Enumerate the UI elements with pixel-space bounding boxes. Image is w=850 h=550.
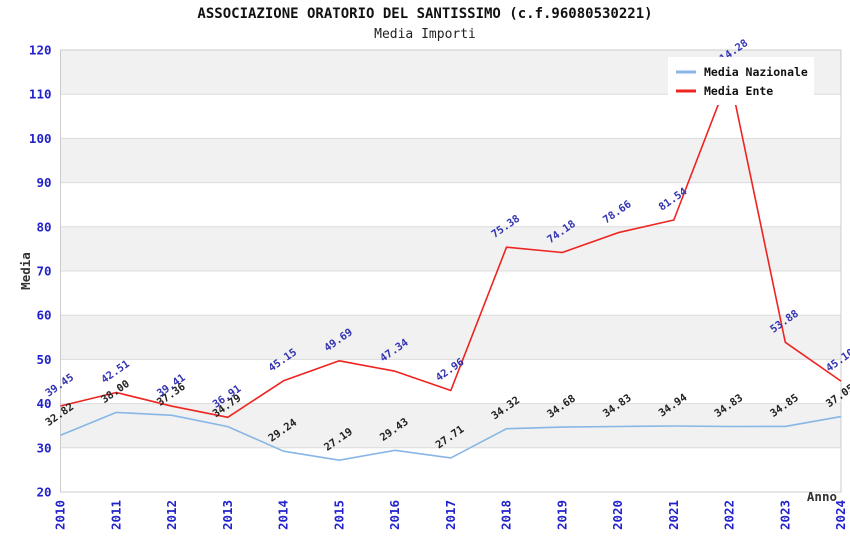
x-tick-label: 2017 (443, 500, 458, 530)
x-tick-label: 2011 (108, 500, 123, 530)
x-tick-label: 2022 (722, 500, 737, 530)
x-tick-label: 2016 (387, 500, 402, 530)
chart-title: ASSOCIAZIONE ORATORIO DEL SANTISSIMO (c.… (197, 6, 653, 22)
x-tick-label: 2012 (164, 500, 179, 530)
value-label: 42.96 (434, 356, 467, 384)
value-label: 78.66 (601, 198, 634, 226)
plot-band (60, 226, 841, 271)
y-tick-label: 30 (36, 440, 51, 455)
legend-label-media-ente: Media Ente (704, 84, 773, 98)
y-tick-label: 80 (36, 219, 51, 234)
x-tick-label: 2018 (499, 500, 514, 530)
x-tick-label: 2024 (833, 500, 848, 530)
x-tick-label: 2023 (777, 500, 792, 530)
y-tick-label: 70 (36, 264, 51, 279)
chart-subtitle: Media Importi (374, 27, 476, 42)
plot-band (60, 315, 841, 360)
x-tick-label: 2010 (53, 500, 68, 530)
x-tick-label: 2013 (220, 500, 235, 530)
x-axis-title: Anno (807, 489, 837, 504)
y-tick-label: 120 (29, 43, 52, 58)
series-line-media-nazionale (60, 411, 842, 462)
series-line-media-ente (60, 74, 842, 419)
x-tick-label: 2019 (554, 500, 569, 530)
y-tick-label: 20 (36, 485, 51, 500)
x-tick-label: 2015 (331, 500, 346, 530)
y-axis-title: Media (18, 252, 33, 290)
y-tick-label: 110 (29, 87, 52, 102)
value-label: 81.54 (657, 185, 690, 213)
x-tick-label: 2021 (666, 500, 681, 530)
legend-label-media-nazionale: Media Nazionale (704, 65, 808, 79)
y-tick-label: 100 (29, 131, 52, 146)
plot-band (60, 138, 841, 183)
y-tick-label: 90 (36, 175, 51, 190)
plot-border (60, 49, 842, 493)
y-tick-label: 50 (36, 352, 51, 367)
legend-box (668, 57, 814, 105)
x-tick-label: 2014 (276, 500, 291, 530)
y-tick-label: 40 (36, 396, 51, 411)
x-tick-label: 2020 (610, 500, 625, 530)
y-tick-label: 60 (36, 308, 51, 323)
value-label: 39.45 (43, 372, 76, 400)
